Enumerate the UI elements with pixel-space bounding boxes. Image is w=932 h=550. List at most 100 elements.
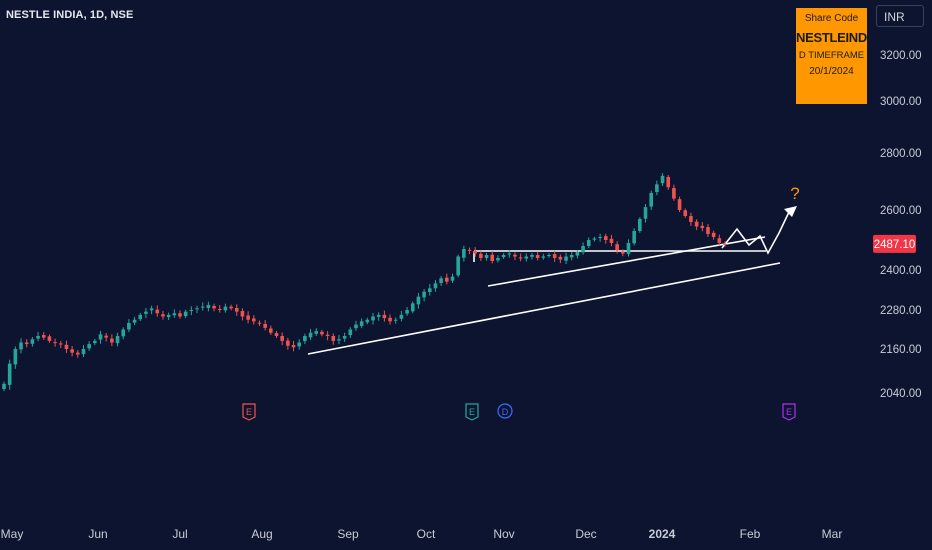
candle [694,219,699,231]
price-axis[interactable]: 3200.00 3000.00 2800.00 2600.00 2400.00 2280.… [880,50,922,400]
candle [439,276,443,286]
x-tick-label: May [1,527,24,541]
projection-arrowhead [784,206,797,217]
candle [666,174,671,190]
candle [410,301,415,314]
x-tick-label: Oct [417,527,436,541]
y-tick-label: 2040.00 [880,388,922,400]
candle [297,339,302,350]
candle [683,208,688,218]
candle [263,320,267,331]
candle [200,302,205,311]
candle [342,332,347,342]
y-tick-label: 2400.00 [880,265,922,277]
event-marker[interactable]: E [242,403,256,421]
candle [598,233,602,242]
candle [405,307,409,316]
candle [615,241,619,254]
candle [76,350,80,358]
candle [121,327,126,340]
candle [217,305,222,313]
candle [138,312,143,322]
candle [308,328,313,340]
candle [132,316,137,325]
trendline-drawings: ? [307,184,800,355]
candle [609,234,614,247]
candle [592,236,597,242]
candle [303,333,307,345]
candle [524,253,529,262]
candle [496,255,500,263]
candle [456,254,460,278]
candle [320,329,324,337]
candle [286,337,290,350]
x-tick-label: Nov [493,527,514,541]
svg-text:D: D [502,407,509,417]
candle [166,312,171,321]
candle [189,306,194,316]
event-marker[interactable]: D [497,403,513,419]
candle [314,328,319,336]
candle [206,301,211,312]
candle [581,242,585,255]
candle [518,253,523,262]
candle [98,330,103,344]
candle [36,332,40,342]
candle [660,172,665,187]
candle [445,273,449,285]
candle [291,340,296,352]
candle [677,196,682,213]
candle [269,325,273,336]
candle [700,222,705,232]
candle [371,312,375,325]
candle [53,338,57,347]
candle [649,190,653,210]
candle [507,250,512,258]
candle [47,334,52,343]
candle [433,280,438,292]
x-tick-label: 2024 [649,527,676,541]
candle [462,245,466,262]
y-tick-label: 3000.00 [880,96,922,108]
candle [331,333,336,345]
candle [626,239,631,257]
info-line-1: Share Code [804,13,859,24]
info-line-4: 20/1/2024 [809,66,854,77]
y-tick-label: 2280.00 [880,305,922,317]
candle [501,253,506,259]
candle [655,180,659,196]
candle [19,338,23,354]
candle [70,346,74,357]
candle [422,289,426,302]
y-tick-label: 2800.00 [880,148,922,160]
time-axis[interactable]: May Jun Jul Aug Sep Oct Nov Dec 2024 Feb Mar [1,527,843,541]
candle [172,309,177,318]
candle [257,320,262,326]
candle [93,338,97,346]
svg-text:E: E [786,407,792,417]
event-marker[interactable]: E [782,403,796,421]
candle [427,284,432,296]
y-tick-label: 3200.00 [880,50,922,62]
candle [30,336,35,347]
candle [155,305,160,317]
candle [13,346,18,369]
candle [717,234,722,246]
candle [643,204,648,223]
candle [706,224,710,237]
candle [251,315,256,325]
candle [393,317,398,324]
currency-selector[interactable]: INR [876,5,924,27]
event-marker[interactable]: E [465,403,479,421]
candle [586,237,591,249]
candle [575,249,580,259]
candles [2,172,727,392]
candle [359,318,364,329]
candle [127,319,131,333]
candle [365,317,370,325]
candle [621,249,625,257]
y-tick-label: 2600.00 [880,205,922,217]
candle [223,303,228,313]
